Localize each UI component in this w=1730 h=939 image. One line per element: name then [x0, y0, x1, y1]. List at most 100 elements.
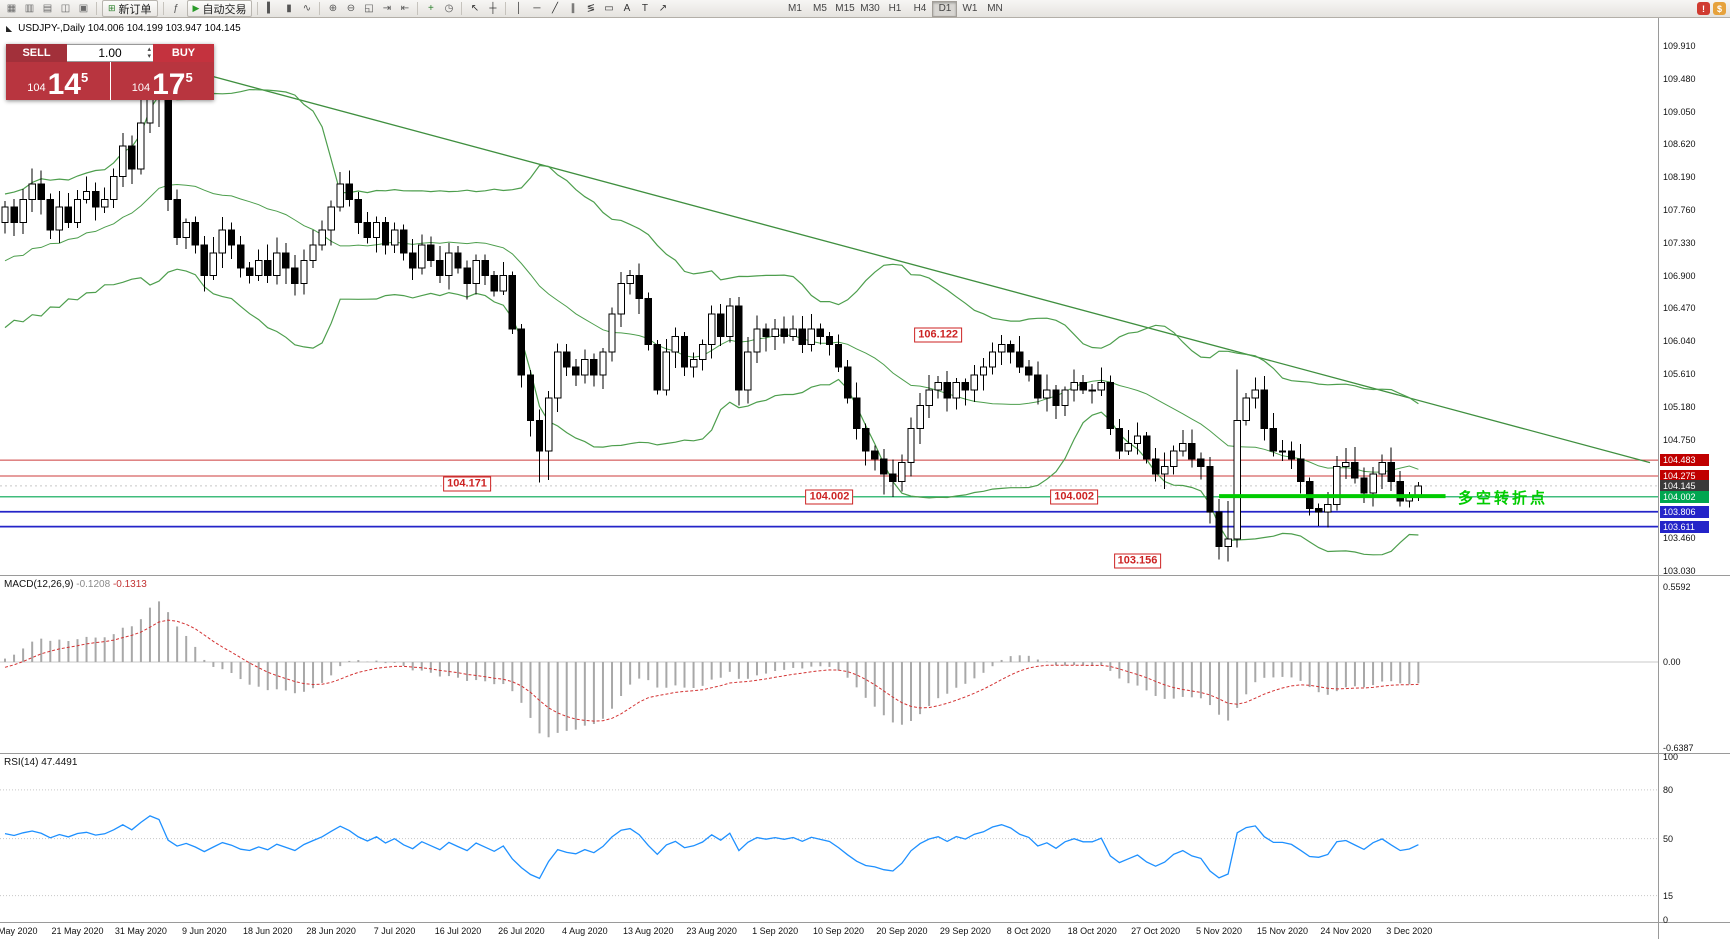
candle [961, 381, 970, 391]
bid-big: 14 [47, 68, 81, 101]
price-axis-label: 104.750 [1663, 434, 1696, 445]
candle [445, 252, 453, 277]
one-click-collapse-icon[interactable]: ◣ [6, 24, 13, 33]
candle [264, 259, 272, 277]
label-icon[interactable]: T [641, 2, 649, 14]
candle [907, 427, 915, 464]
community-icon[interactable]: $ [1713, 2, 1726, 15]
candle [336, 183, 344, 208]
zoom-in-icon[interactable]: ⊕ [328, 2, 338, 14]
cursor-icon[interactable]: ↖ [470, 2, 480, 14]
new-chart-icon[interactable]: ▦ [6, 2, 17, 14]
candle [1088, 389, 1096, 392]
chart-shift-icon[interactable]: ⇤ [400, 2, 410, 14]
sell-button[interactable]: SELL [6, 44, 67, 62]
candle [979, 366, 988, 376]
candle [698, 343, 707, 361]
spinner-down-icon[interactable]: ▾ [147, 53, 151, 60]
tile-windows-icon[interactable]: ◱ [364, 2, 374, 14]
candle [236, 244, 245, 269]
ask-big: 17 [152, 68, 186, 101]
candle [1151, 458, 1160, 475]
volume-input[interactable]: 1.00 ▴ ▾ [67, 44, 153, 62]
candle [517, 328, 526, 376]
horizontal-line-icon[interactable]: ─ [533, 2, 541, 14]
candle [354, 198, 363, 223]
timeframe-m30-button[interactable]: M30 [860, 3, 880, 14]
candle [119, 145, 127, 177]
arrow-tool-icon[interactable]: ↗ [658, 2, 668, 14]
text-icon[interactable]: A [623, 2, 631, 14]
auto-trading-icon: ▶ [192, 3, 200, 13]
candle [1034, 374, 1042, 399]
candle [381, 221, 390, 246]
timeframe-m1-button[interactable]: M1 [788, 3, 802, 14]
candle [771, 328, 779, 338]
ask-price-button[interactable]: 104 17 5 [110, 62, 214, 101]
candle [1043, 389, 1051, 399]
timeframe-d1-button[interactable]: D1 [932, 0, 958, 17]
date-label: 27 Oct 2020 [1131, 926, 1181, 936]
candle [91, 191, 100, 208]
navigator-icon[interactable]: ◫ [60, 2, 71, 14]
candle [535, 420, 544, 452]
indicators-icon[interactable]: + [428, 2, 434, 14]
expert-advisors-icon[interactable]: ƒ [173, 2, 179, 14]
buy-button[interactable]: BUY [153, 44, 214, 62]
turning-point-label[interactable]: 多空转折点 [1458, 490, 1549, 507]
price-callout[interactable]: 106.122 [914, 327, 963, 343]
price-axis-label: 109.050 [1663, 106, 1696, 117]
candle [1, 206, 9, 223]
candle [427, 244, 435, 261]
candle [508, 275, 517, 330]
shapes-icon[interactable]: ▭ [604, 2, 614, 14]
candle [1342, 462, 1350, 467]
fibonacci-icon[interactable]: ≶ [586, 2, 596, 14]
new-order-button[interactable]: ⊞ 新订单 [102, 0, 158, 17]
descending-trendline[interactable] [158, 61, 1651, 464]
rsi-indicator-label: RSI(14) 47.4491 [4, 757, 77, 768]
rsi-axis-label: 15 [1663, 890, 1674, 901]
news-icon[interactable]: ! [1697, 2, 1710, 15]
timeframe-h1-button[interactable]: H1 [888, 3, 902, 14]
trendline-icon[interactable]: ╱ [551, 2, 558, 14]
price-callout[interactable]: 104.002 [805, 489, 854, 505]
price-callout[interactable]: 104.171 [443, 476, 491, 492]
timeframe-h4-button[interactable]: H4 [913, 3, 927, 14]
price-callout[interactable]: 104.002 [1050, 489, 1098, 505]
macd-main-value: -0.1208 [76, 579, 111, 590]
price-axis-label: 108.190 [1663, 172, 1696, 183]
spinner-up-icon[interactable]: ▴ [147, 46, 151, 53]
macd-signal-value: -0.1313 [112, 579, 147, 590]
channel-icon[interactable]: ∥ [570, 2, 576, 14]
auto-trading-button[interactable]: ▶ 自动交易 [186, 0, 253, 17]
line-chart-icon[interactable]: ∿ [302, 2, 312, 14]
toolbar-separator [96, 2, 97, 15]
vertical-line-icon[interactable]: │ [515, 2, 523, 14]
candle [137, 122, 145, 170]
timeframe-w1-button[interactable]: W1 [962, 3, 978, 14]
date-label: 3 Dec 2020 [1386, 926, 1433, 936]
candlestick-chart-icon[interactable]: ▮ [286, 2, 292, 14]
timeframe-m15-button[interactable]: M15 [835, 3, 855, 14]
candle [1360, 477, 1368, 494]
date-label: 24 Nov 2020 [1320, 926, 1372, 936]
market-watch-icon[interactable]: ▤ [42, 2, 53, 14]
price-callout[interactable]: 103.156 [1113, 553, 1162, 569]
bid-price-button[interactable]: 104 14 5 [6, 62, 110, 100]
bar-chart-icon[interactable]: ▍ [267, 2, 275, 14]
volume-spinner[interactable]: ▴ ▾ [147, 46, 151, 60]
timeframe-m5-button[interactable]: M5 [813, 3, 827, 14]
candle [581, 359, 589, 376]
zoom-out-icon[interactable]: ⊖ [346, 2, 356, 14]
periods-icon[interactable]: ◷ [444, 2, 454, 14]
timeframe-mn-button[interactable]: MN [987, 3, 1003, 14]
price-axis-label: 109.910 [1663, 41, 1696, 51]
date-label: 5 Nov 2020 [1196, 926, 1243, 936]
profiles-icon[interactable]: ▥ [24, 2, 35, 14]
terminal-icon[interactable]: ▣ [78, 2, 89, 14]
date-label: 4 Aug 2020 [562, 926, 608, 936]
auto-scroll-icon[interactable]: ⇥ [382, 2, 392, 14]
crosshair-icon[interactable]: ┼ [489, 2, 497, 14]
